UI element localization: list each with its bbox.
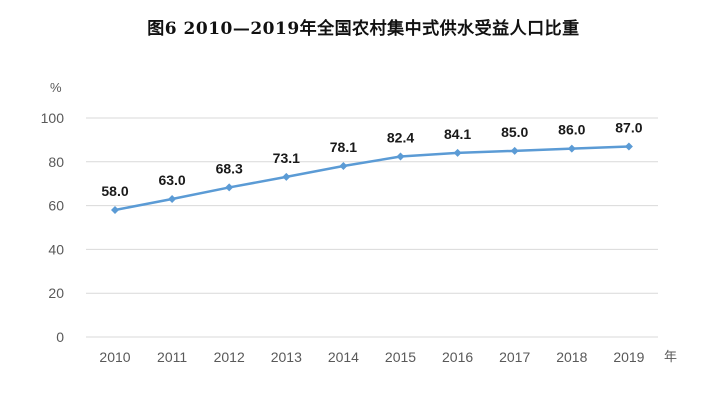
x-tick-label: 2015 (385, 349, 416, 365)
data-point (225, 183, 234, 192)
x-tick-label: 2014 (328, 349, 359, 365)
y-tick-label: 40 (48, 241, 64, 257)
data-label: 68.3 (216, 160, 243, 176)
data-point (282, 172, 291, 181)
data-point (339, 161, 348, 170)
series-layer (111, 142, 633, 214)
data-label: 78.1 (330, 139, 357, 155)
x-tick-label: 2013 (271, 349, 302, 365)
data-point (624, 142, 633, 151)
data-point (168, 195, 177, 204)
data-point (111, 205, 119, 214)
data-label: 82.4 (387, 130, 414, 146)
x-axis-unit: 年 (664, 349, 677, 364)
y-tick-label: 100 (41, 110, 65, 126)
y-axis-unit: % (50, 80, 62, 95)
data-labels: 58.0 63.0 68.3 73.1 78.1 82.4 84.1 85.0 86.0 87.0 (101, 119, 642, 199)
x-tick-label: 2011 (157, 349, 187, 365)
y-tick-label: 0 (56, 329, 64, 345)
y-tick-label: 80 (48, 154, 64, 170)
axes: 0 20 40 60 80 100% 2010 2011 2012 2013 2014 2015 201… (41, 80, 677, 365)
x-tick-label: 2018 (556, 349, 587, 365)
data-label: 73.1 (273, 150, 300, 166)
data-label: 84.1 (444, 126, 471, 142)
data-point (510, 146, 519, 155)
x-tick-label: 2019 (613, 349, 644, 365)
y-tick-label: 60 (48, 198, 64, 214)
data-label: 85.0 (501, 124, 528, 140)
data-label: 86.0 (558, 122, 585, 138)
data-point (567, 144, 576, 153)
x-tick-label: 2017 (499, 349, 530, 365)
data-point (396, 152, 405, 161)
y-tick-label: 20 (48, 285, 64, 301)
data-point (453, 148, 462, 157)
data-label: 87.0 (615, 119, 642, 135)
chart-title: 图6 2010—2019年全国农村集中式供水受益人口比重 (147, 19, 580, 39)
data-label: 63.0 (158, 172, 185, 188)
x-tick-label: 2012 (214, 349, 245, 365)
x-tick-label: 2016 (442, 349, 473, 365)
data-label: 58.0 (101, 183, 128, 199)
x-tick-label: 2010 (99, 349, 130, 365)
series-line (114, 145, 629, 212)
